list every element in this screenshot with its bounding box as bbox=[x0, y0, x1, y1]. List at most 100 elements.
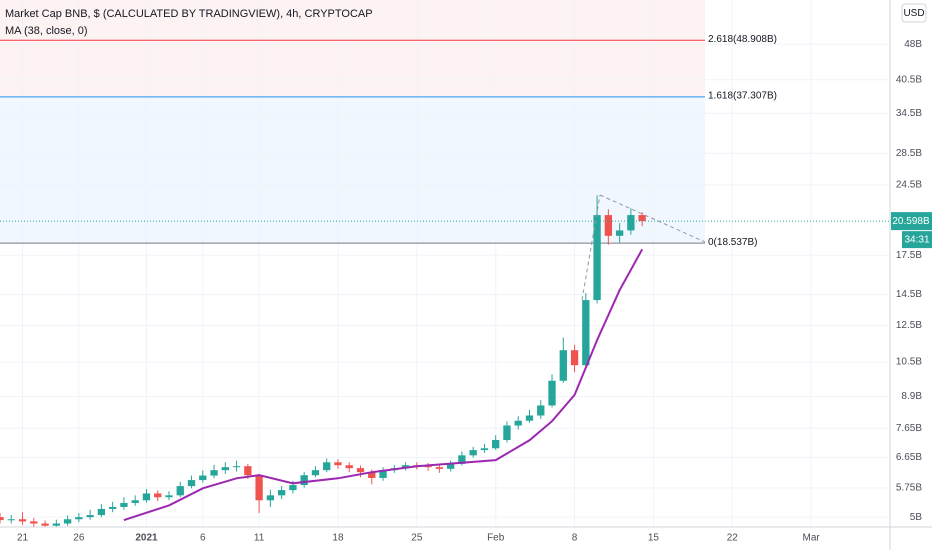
candle-body bbox=[638, 215, 646, 222]
x-tick-label: Mar bbox=[803, 533, 821, 544]
fib-label: 2.618(48.908B) bbox=[708, 34, 777, 45]
candle-body bbox=[582, 300, 590, 366]
candle-body bbox=[503, 425, 511, 441]
candle-body bbox=[232, 466, 241, 468]
x-tick-label: 21 bbox=[17, 533, 29, 544]
fib-zone bbox=[0, 0, 705, 97]
last-price-label: 20.598B bbox=[892, 216, 930, 227]
grid bbox=[0, 0, 890, 527]
y-tick-label: 14.5B bbox=[896, 289, 922, 300]
x-tick-label: 26 bbox=[73, 533, 85, 544]
x-tick-label: 8 bbox=[572, 533, 578, 544]
candle-body bbox=[446, 463, 455, 469]
candle-body bbox=[379, 470, 387, 478]
fib-zones bbox=[0, 0, 705, 244]
candle-body bbox=[492, 440, 500, 449]
fib-label: 1.618(37.307B) bbox=[708, 91, 777, 102]
currency-button[interactable] bbox=[901, 3, 927, 23]
x-tick-label: 22 bbox=[727, 533, 739, 544]
x-tick-label: 15 bbox=[648, 533, 660, 544]
y-tick-label: 12.5B bbox=[896, 320, 922, 331]
plot-area: 2.618(48.908B) 1.618(37.307B) 0(18.537B) bbox=[0, 34, 890, 531]
x-tick-label: Feb bbox=[487, 533, 505, 544]
candle-body bbox=[435, 467, 444, 469]
candle-body bbox=[131, 500, 139, 504]
y-tick-label: 48B bbox=[904, 39, 922, 50]
candle-body bbox=[108, 506, 117, 509]
candle-body bbox=[345, 465, 353, 469]
x-tick-label: 25 bbox=[411, 533, 423, 544]
y-tick-label: 28.5B bbox=[896, 148, 922, 159]
trend-line bbox=[599, 194, 706, 243]
x-tick-label: 6 bbox=[200, 533, 206, 544]
y-tick-label: 6.65B bbox=[896, 452, 922, 463]
candle-body bbox=[255, 475, 263, 501]
candle-body bbox=[300, 475, 308, 486]
candle-body bbox=[424, 466, 432, 468]
candle-body bbox=[244, 466, 252, 476]
y-tick-label: 8.9B bbox=[901, 391, 922, 402]
candle-body bbox=[368, 472, 376, 478]
y-tick-label: 5B bbox=[910, 512, 923, 523]
candle-body bbox=[401, 465, 410, 469]
candle-body bbox=[221, 467, 229, 471]
candle-body bbox=[86, 515, 94, 518]
fib-label: 0(18.537B) bbox=[708, 237, 757, 248]
last-price-box bbox=[891, 212, 932, 231]
candle-body bbox=[7, 519, 15, 521]
x-tick-label: 11 bbox=[254, 533, 265, 544]
trend-line bbox=[581, 194, 601, 301]
countdown-label: 34:31 bbox=[904, 234, 929, 245]
candle-body bbox=[593, 215, 601, 301]
candle-body bbox=[52, 523, 60, 526]
y-tick-label: 34.5B bbox=[896, 108, 922, 119]
candle-body bbox=[277, 490, 286, 496]
candle-body bbox=[627, 215, 635, 231]
candle-body bbox=[311, 470, 320, 476]
countdown-box bbox=[902, 231, 932, 249]
candle-body bbox=[323, 462, 331, 471]
x-tick-label: 18 bbox=[332, 533, 344, 544]
candle-body bbox=[356, 468, 365, 473]
candle-body bbox=[199, 475, 207, 481]
y-tick-label: 7.65B bbox=[896, 423, 922, 434]
candle-body bbox=[0, 517, 4, 521]
candle-body bbox=[142, 493, 151, 501]
candle-body bbox=[525, 415, 534, 421]
candle-body bbox=[30, 521, 38, 524]
x-axis-panel bbox=[0, 527, 932, 550]
candle-body bbox=[41, 523, 49, 526]
y-tick-label: 17.5B bbox=[896, 250, 922, 261]
candle-body bbox=[604, 215, 613, 236]
candle-body bbox=[548, 380, 556, 406]
fib-zone bbox=[0, 96, 705, 244]
chart-title: Market Cap BNB, $ (CALCULATED BY TRADING… bbox=[5, 8, 373, 20]
candle-body bbox=[154, 493, 162, 498]
candle-body bbox=[289, 485, 297, 491]
candle-body bbox=[165, 495, 173, 498]
currency-label: USD bbox=[903, 8, 924, 19]
candle-body bbox=[480, 448, 489, 451]
candle-body bbox=[334, 462, 342, 466]
y-tick-label: 5.75B bbox=[896, 483, 922, 494]
y-tick-label: 10.5B bbox=[896, 357, 922, 368]
candle-body bbox=[18, 519, 27, 522]
candle-body bbox=[187, 480, 196, 487]
candle-body bbox=[469, 450, 477, 456]
y-axis-panel bbox=[890, 0, 932, 550]
x-tick-label: 2021 bbox=[135, 533, 158, 544]
candle-body bbox=[458, 455, 466, 464]
candle-body bbox=[75, 517, 83, 520]
candle-body bbox=[537, 405, 545, 416]
y-tick-label: 24.5B bbox=[896, 179, 922, 190]
candle-body bbox=[120, 503, 128, 507]
candle-body bbox=[570, 350, 579, 366]
candle-body bbox=[266, 495, 275, 501]
ma-line bbox=[123, 248, 644, 522]
candle-body bbox=[615, 230, 624, 236]
candle-body bbox=[63, 519, 72, 524]
candle-body bbox=[210, 470, 218, 476]
candle-body bbox=[559, 350, 567, 381]
